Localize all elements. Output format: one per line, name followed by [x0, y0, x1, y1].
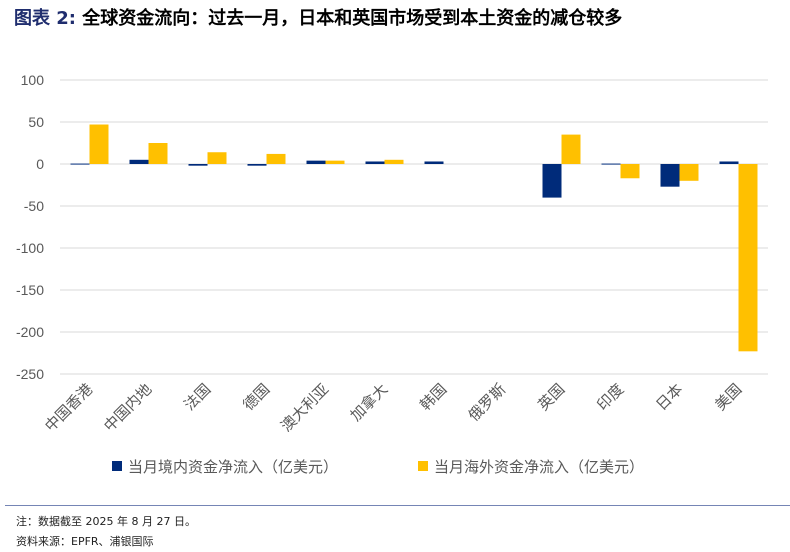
x-tick-label: 英国: [534, 380, 568, 414]
x-tick-label: 韩国: [416, 380, 450, 414]
x-tick-label: 日本: [652, 380, 686, 414]
y-tick-label: -50: [24, 198, 44, 214]
chart-title: 图表 2: 全球资金流向：过去一月，日本和英国市场受到本土资金的减仓较多: [14, 4, 622, 30]
x-tick-label: 加拿大: [347, 380, 392, 425]
y-tick-label: -250: [16, 366, 44, 382]
footnote: 注：数据截至 2025 年 8 月 27 日。: [16, 515, 196, 528]
y-tick-label: 100: [21, 72, 45, 88]
bar-foreign: [266, 153, 286, 164]
bar-domestic: [424, 161, 444, 164]
y-tick-label: 0: [36, 156, 44, 172]
bar-domestic: [365, 161, 385, 164]
x-tick-label: 法国: [180, 380, 214, 414]
x-tick-label: 澳大利亚: [277, 380, 332, 435]
figure-label: 图表 2:: [14, 8, 76, 29]
x-tick-label: 美国: [711, 380, 745, 414]
x-tick-label: 印度: [593, 380, 627, 414]
legend-swatch-domestic: [112, 461, 122, 471]
legend-label: 当月海外资金净流入（亿美元）: [434, 458, 645, 476]
bar-domestic: [542, 164, 562, 198]
bar-domestic: [129, 159, 149, 164]
bar-domestic: [719, 161, 739, 164]
x-tick-label: 中国内地: [100, 380, 155, 435]
bar-foreign: [89, 124, 109, 164]
y-tick-label: -150: [16, 282, 44, 298]
source-note: 资料来源：EPFR、浦银国际: [16, 535, 154, 548]
bar-foreign: [384, 159, 404, 164]
bar-foreign: [679, 164, 699, 181]
x-tick-label: 中国香港: [41, 380, 96, 435]
legend-swatch-foreign: [418, 461, 428, 471]
legend-domestic: 当月境内资金净流入（亿美元）: [112, 456, 338, 477]
bar-foreign: [620, 164, 640, 179]
y-tick-label: -100: [16, 240, 44, 256]
bar-foreign: [738, 164, 758, 352]
bar-foreign: [148, 143, 168, 164]
bar-domestic: [70, 163, 90, 165]
y-tick-label: -200: [16, 324, 44, 340]
divider: [5, 505, 790, 506]
bar-domestic: [188, 164, 208, 166]
bar-foreign: [325, 160, 345, 164]
bar-domestic: [660, 164, 680, 187]
x-tick-label: 德国: [239, 380, 273, 414]
figure-title: 全球资金流向：过去一月，日本和英国市场受到本土资金的减仓较多: [82, 8, 623, 29]
bar-domestic: [247, 164, 267, 166]
y-tick-label: 50: [28, 114, 44, 130]
legend-label: 当月境内资金净流入（亿美元）: [128, 458, 339, 476]
bar-foreign: [561, 134, 581, 164]
bar-domestic: [306, 160, 326, 164]
x-tick-label: 俄罗斯: [465, 380, 510, 425]
legend-foreign: 当月海外资金净流入（亿美元）: [418, 456, 644, 477]
bar-foreign: [207, 152, 227, 164]
bar-domestic: [601, 163, 621, 165]
